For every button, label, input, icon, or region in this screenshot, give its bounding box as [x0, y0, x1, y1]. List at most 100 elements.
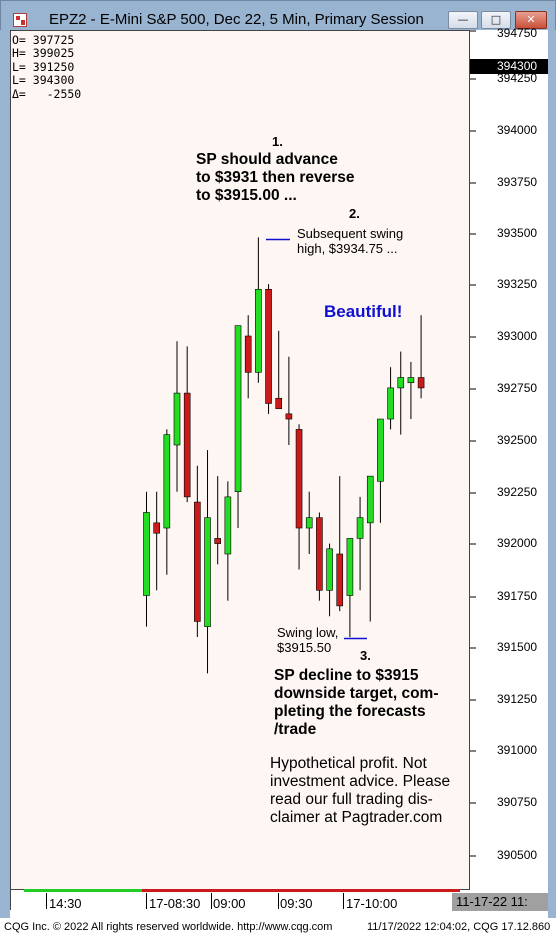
candle [265, 284, 272, 414]
y-label-392000: 392000 [497, 536, 538, 550]
candle [214, 476, 221, 565]
stat-open: O= 397725 [12, 33, 75, 47]
candle-body-up [255, 288, 262, 373]
candle-body-up [366, 475, 374, 524]
candle-body-down [183, 392, 191, 498]
stat-low: L= 391250 [12, 59, 75, 74]
annotation-forecast: SP should advance to $3931 then reverse … [196, 151, 355, 205]
x-separator [146, 893, 147, 909]
forecast-line-3: to $3915.00 ... [196, 187, 297, 204]
candle-body-down [285, 413, 293, 420]
candle-body-up [397, 377, 405, 389]
disclaimer-line-2: investment advice. Please [270, 773, 451, 790]
x-separator [343, 893, 344, 909]
y-label-390500: 390500 [497, 848, 538, 862]
disclaimer-line-3: read our full trading dis- [270, 791, 433, 808]
y-label-393000: 393000 [497, 329, 538, 343]
annotation-number-1: 1. [272, 134, 283, 149]
candle [316, 512, 323, 601]
candle [397, 351, 405, 435]
x-separator [46, 893, 47, 909]
candle [407, 361, 415, 420]
candle [234, 325, 242, 529]
x-separator [278, 893, 279, 909]
candle-body-up [377, 418, 384, 482]
candle [366, 475, 374, 622]
candle [153, 491, 160, 591]
window-title: EPZ2 - E-Mini S&P 500, Dec 22, 5 Min, Pr… [49, 11, 424, 28]
y-label-391000: 391000 [497, 743, 538, 757]
candle-body-up [407, 377, 415, 384]
time-scrollbar[interactable] [10, 888, 460, 893]
window-frame-left [0, 30, 10, 920]
candle [305, 491, 313, 554]
candle [244, 315, 252, 399]
y-label-393500: 393500 [497, 226, 538, 240]
x-separator [211, 893, 212, 909]
candle-body-down [295, 429, 303, 529]
candle-body-down [336, 553, 344, 607]
timestamp-text: 11/17/2022 12:04:02, CQG 17.12.860 [367, 921, 551, 933]
y-label-392750: 392750 [497, 381, 538, 395]
result-line-3: pleting the forecasts [274, 703, 426, 720]
candle [295, 424, 303, 570]
y-label-392250: 392250 [497, 485, 538, 499]
candle-body-up [224, 496, 232, 555]
stat-delta: Δ= -2550 [12, 86, 82, 101]
date-box: 11-17-22 11: [452, 893, 548, 911]
candle-body-down [265, 288, 272, 404]
scrollbar-segment-green [24, 889, 152, 892]
y-label-394250: 394250 [497, 71, 538, 85]
forecast-line-1: SP should advance [196, 151, 338, 168]
candle-body-down [275, 397, 283, 409]
window-frame-right [548, 30, 556, 920]
candle-body-up [163, 434, 171, 529]
scrollbar-segment-red [142, 889, 460, 892]
maximize-button[interactable]: □ [481, 11, 511, 29]
x-label-0930: 09:30 [280, 896, 313, 911]
time-axis[interactable] [10, 890, 470, 910]
candle-body-down [214, 538, 221, 544]
candle [356, 496, 364, 591]
candle [275, 330, 283, 409]
copyright-text: CQG Inc. © 2022 All rights reserved worl… [4, 921, 333, 933]
ohlc-stats: O= 397725 H= 399025 L= 391250 L= 394300 Δ= -… [12, 33, 82, 101]
candle [163, 429, 171, 575]
result-line-4: /trade [274, 721, 317, 738]
stat-last: L= 394300 [12, 73, 75, 88]
candle [336, 476, 344, 612]
close-button[interactable]: ✕ [515, 11, 547, 29]
candle [326, 543, 333, 617]
x-label-1430: 14:30 [49, 896, 82, 911]
stat-high: H= 399025 [12, 46, 75, 61]
x-label-0830: 17-08:30 [149, 896, 201, 911]
candle-body-up [143, 512, 150, 596]
candle-body-down [417, 377, 425, 389]
swing-low-line-1: Swing low, [277, 625, 339, 640]
candle-body-up [387, 387, 394, 420]
candle [346, 538, 354, 638]
y-label-top: 394750 [497, 26, 538, 40]
price-axis[interactable] [470, 30, 548, 890]
current-price-badge: 394300 [470, 59, 548, 74]
candle [183, 346, 191, 503]
annotation-swing-low: Swing low, $3915.50 [277, 625, 338, 655]
candle-body-up [305, 517, 313, 529]
candle [173, 341, 181, 492]
y-label-390750: 390750 [497, 795, 538, 809]
y-label-392500: 392500 [497, 433, 538, 447]
candle [224, 481, 232, 601]
y-label-391250: 391250 [497, 692, 538, 706]
x-label-1000: 17-10:00 [346, 896, 398, 911]
annotation-number-3: 3. [360, 648, 371, 663]
annotation-swing-high: Subsequent swing high, $3934.75 ... [297, 226, 403, 256]
swing-low-line-2: $3915.50 [277, 640, 332, 655]
disclaimer-line-4: claimer at Pagtrader.com [270, 809, 443, 826]
result-line-2: downside target, com- [274, 685, 439, 702]
minimize-button[interactable]: — [448, 11, 478, 29]
candle-body-down [316, 517, 323, 591]
candle [255, 237, 262, 383]
annotation-beautiful: Beautiful! [324, 302, 403, 321]
candle [143, 491, 150, 627]
